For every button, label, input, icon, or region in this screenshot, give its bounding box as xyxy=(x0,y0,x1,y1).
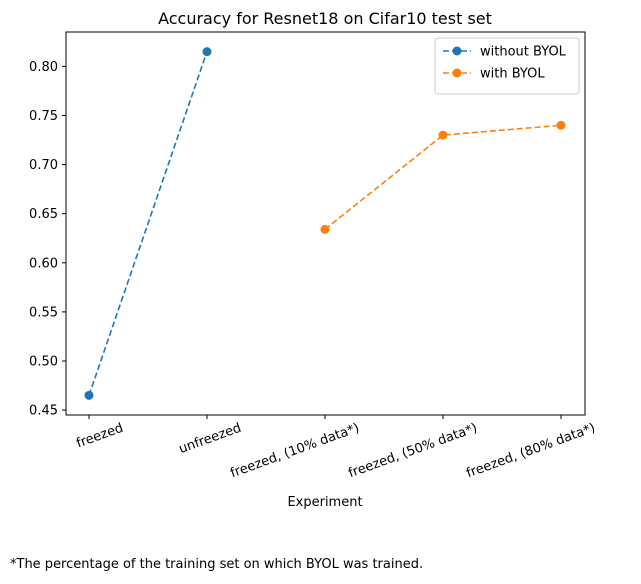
y-tick-label: 0.80 xyxy=(29,60,58,75)
data-point xyxy=(84,390,94,400)
series-line xyxy=(324,124,562,231)
data-point xyxy=(202,47,212,57)
footnote: *The percentage of the training set on w… xyxy=(10,557,424,572)
legend-marker xyxy=(452,46,462,56)
legend-label: with BYOL xyxy=(480,67,545,82)
series-line xyxy=(88,51,208,396)
x-tick-label: freezed, (80% data*) xyxy=(464,421,597,482)
chart-title: Accuracy for Resnet18 on Cifar10 test se… xyxy=(158,9,492,28)
y-tick-label: 0.45 xyxy=(29,404,58,419)
legend: without BYOL with BYOL xyxy=(434,37,580,95)
x-tick-label: freezed xyxy=(74,421,125,452)
data-point xyxy=(438,130,448,140)
series-layer xyxy=(84,47,566,400)
data-point xyxy=(556,120,566,130)
x-tick-label: freezed, (50% data*) xyxy=(346,421,479,482)
legend-box xyxy=(434,37,580,95)
legend-label: without BYOL xyxy=(480,45,567,60)
x-tick-label: unfreezed xyxy=(177,421,243,457)
y-tick-label: 0.55 xyxy=(29,305,58,320)
y-axis: 0.45 0.50 0.55 0.60 0.65 0.70 0.75 0.80 xyxy=(29,60,66,419)
y-tick-label: 0.50 xyxy=(29,354,58,369)
y-tick-label: 0.75 xyxy=(29,109,58,124)
y-tick-label: 0.65 xyxy=(29,207,58,222)
x-axis-label: Experiment xyxy=(287,495,362,510)
x-tick-label: freezed, (10% data*) xyxy=(228,421,361,482)
y-tick-label: 0.60 xyxy=(29,256,58,271)
y-tick-label: 0.70 xyxy=(29,158,58,173)
legend-marker xyxy=(452,68,462,78)
data-point xyxy=(320,224,330,234)
